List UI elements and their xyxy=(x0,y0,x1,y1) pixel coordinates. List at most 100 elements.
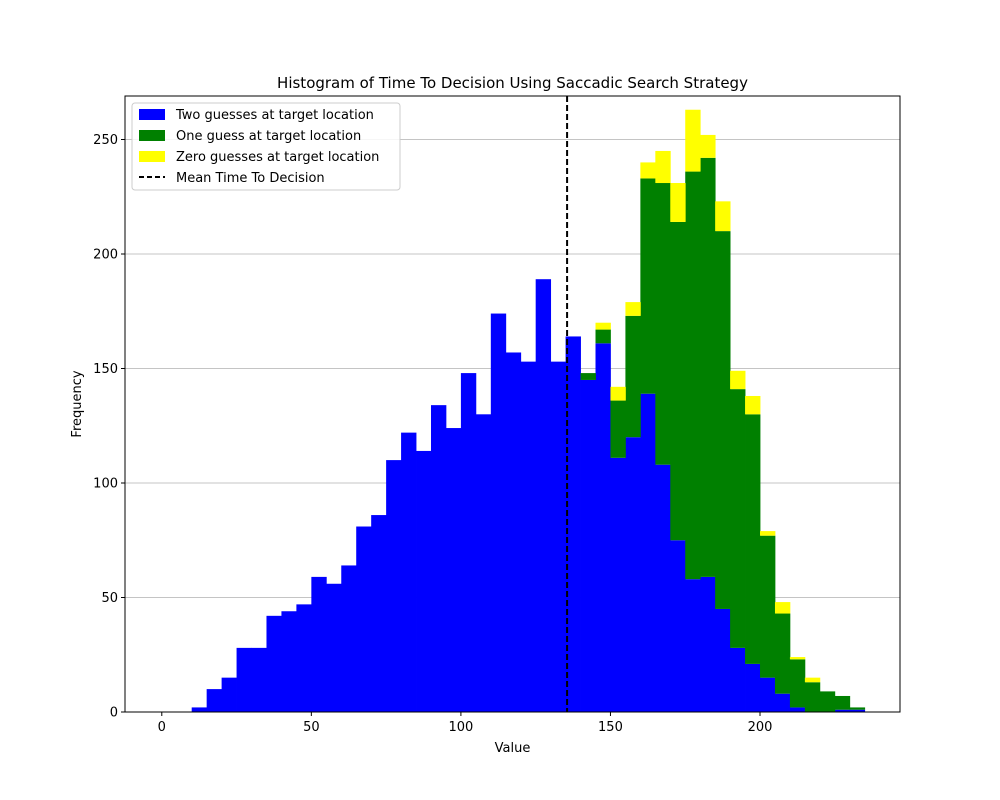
y-tick-label: 250 xyxy=(93,133,118,148)
legend-swatch-two-guesses xyxy=(139,109,165,120)
bar-one-guess xyxy=(849,707,866,710)
bar-one-guess xyxy=(819,691,836,712)
bar-two-guesses xyxy=(580,379,596,712)
bar-two-guesses xyxy=(356,526,372,712)
bar-two-guesses xyxy=(625,437,641,712)
bar-two-guesses xyxy=(475,414,492,712)
chart-title: Histogram of Time To Decision Using Sacc… xyxy=(277,74,748,92)
legend-box xyxy=(131,102,401,191)
legend-label-zero-guesses: Zero guesses at target location xyxy=(176,150,379,165)
bar-zero-guesses xyxy=(655,150,671,184)
bar-two-guesses xyxy=(730,647,746,712)
bar-two-guesses xyxy=(640,393,656,712)
bar-zero-guesses xyxy=(700,134,716,158)
x-tick-label: 0 xyxy=(158,720,166,735)
bar-one-guess xyxy=(745,414,761,664)
histogram-bars xyxy=(191,109,866,712)
bar-two-guesses xyxy=(715,608,731,712)
bar-one-guess xyxy=(730,389,746,648)
legend-swatch-one-guess xyxy=(139,130,165,141)
bar-two-guesses xyxy=(670,540,686,712)
bar-zero-guesses xyxy=(640,162,656,179)
bar-zero-guesses xyxy=(685,109,701,172)
bar-zero-guesses xyxy=(789,657,806,660)
bar-zero-guesses xyxy=(625,302,641,316)
bar-two-guesses xyxy=(326,583,342,712)
y-tick-label: 150 xyxy=(93,362,118,377)
bar-one-guess xyxy=(804,682,821,712)
bar-two-guesses xyxy=(520,361,537,712)
legend: Two guesses at target location One guess… xyxy=(131,102,401,191)
bar-two-guesses xyxy=(341,565,357,712)
bar-two-guesses xyxy=(789,707,806,712)
bar-two-guesses xyxy=(550,361,566,712)
bar-two-guesses xyxy=(774,693,791,712)
bar-two-guesses xyxy=(416,450,432,712)
bar-one-guess xyxy=(580,373,596,380)
x-tick-label: 200 xyxy=(748,720,773,735)
bar-two-guesses xyxy=(445,428,462,712)
bar-two-guesses xyxy=(311,576,327,712)
bar-two-guesses xyxy=(849,709,866,712)
y-axis-label: Frequency xyxy=(70,370,85,437)
bar-zero-guesses xyxy=(760,531,776,536)
x-tick-label: 100 xyxy=(448,720,473,735)
bar-two-guesses xyxy=(206,689,223,712)
bar-two-guesses xyxy=(610,457,626,712)
bar-one-guess xyxy=(610,400,626,458)
x-axis-ticks: 0 50 100 150 200 xyxy=(158,712,773,735)
bar-two-guesses xyxy=(386,460,402,712)
bar-two-guesses xyxy=(296,604,312,712)
bar-one-guess xyxy=(655,183,671,465)
bar-two-guesses xyxy=(191,707,208,712)
y-tick-label: 200 xyxy=(93,248,118,263)
bar-two-guesses xyxy=(251,647,267,712)
bar-one-guess xyxy=(715,231,731,609)
plot-frame xyxy=(124,95,901,713)
bar-two-guesses xyxy=(655,464,671,712)
y-tick-label: 50 xyxy=(101,591,118,606)
bar-one-guess xyxy=(625,315,641,438)
bar-two-guesses xyxy=(834,709,851,712)
bar-one-guess xyxy=(670,221,686,541)
legend-label-one-guess: One guess at target location xyxy=(176,129,361,144)
y-axis-ticks: 0 50 100 150 200 250 xyxy=(93,133,125,721)
bar-one-guess xyxy=(760,535,776,678)
bar-one-guess xyxy=(789,659,806,708)
bar-two-guesses xyxy=(595,343,611,712)
bar-one-guess xyxy=(595,329,611,344)
bar-zero-guesses xyxy=(730,370,746,390)
bar-zero-guesses xyxy=(610,386,626,401)
bar-two-guesses xyxy=(236,647,252,712)
bar-two-guesses xyxy=(281,611,297,712)
bar-two-guesses xyxy=(221,677,237,712)
bar-two-guesses xyxy=(760,677,776,712)
bar-one-guess xyxy=(640,178,656,394)
bar-two-guesses xyxy=(401,432,417,712)
bar-two-guesses xyxy=(700,576,716,712)
bar-two-guesses xyxy=(505,352,522,712)
bar-two-guesses xyxy=(430,405,447,712)
bar-two-guesses xyxy=(460,373,477,712)
x-tick-label: 150 xyxy=(598,720,623,735)
legend-label-mean-line: Mean Time To Decision xyxy=(176,171,325,186)
bar-two-guesses xyxy=(745,663,761,712)
bar-zero-guesses xyxy=(715,201,731,232)
bar-one-guess xyxy=(700,157,716,577)
legend-swatch-zero-guesses xyxy=(139,151,165,162)
bar-two-guesses xyxy=(565,336,581,712)
legend-label-two-guesses: Two guesses at target location xyxy=(175,108,374,123)
y-tick-label: 100 xyxy=(93,477,118,492)
bar-two-guesses xyxy=(535,279,552,712)
bar-zero-guesses xyxy=(745,395,761,415)
bar-zero-guesses xyxy=(774,602,791,614)
bar-two-guesses xyxy=(371,515,387,712)
bar-two-guesses xyxy=(266,615,282,712)
bar-one-guess xyxy=(774,613,791,694)
x-tick-label: 50 xyxy=(303,720,320,735)
bar-two-guesses xyxy=(685,579,701,712)
bar-two-guesses xyxy=(490,313,507,712)
bar-zero-guesses xyxy=(670,183,686,222)
bar-one-guess xyxy=(834,695,851,710)
